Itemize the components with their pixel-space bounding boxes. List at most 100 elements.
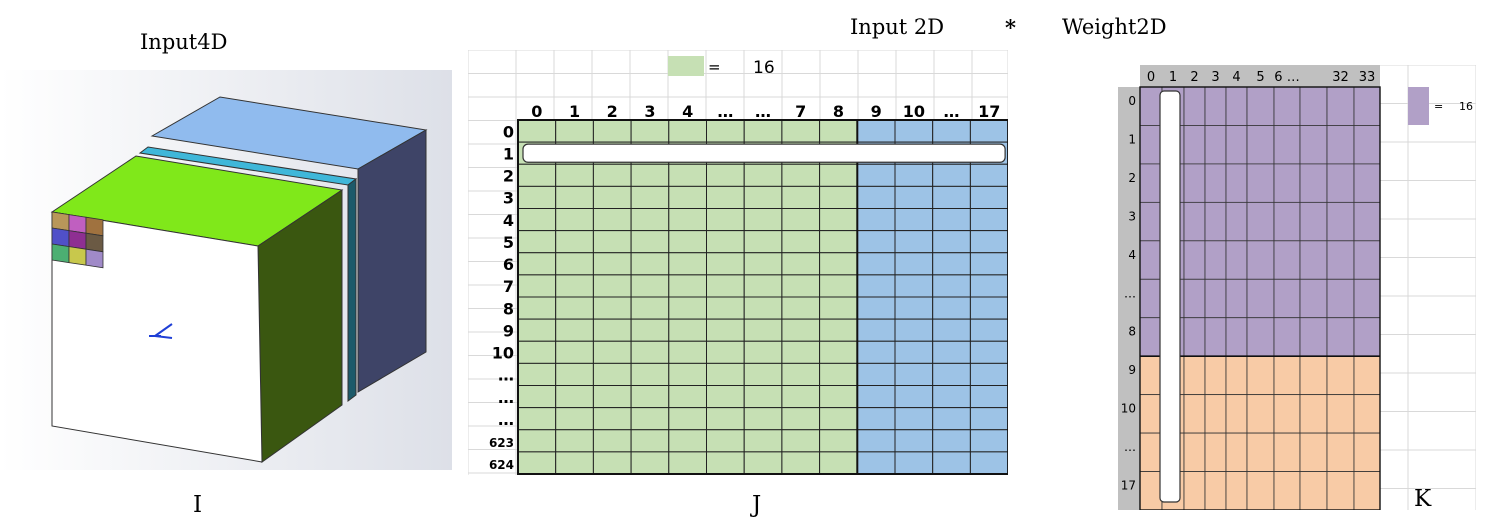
row-label: 0 xyxy=(503,122,514,141)
grid-cell xyxy=(781,340,821,364)
grid-cell xyxy=(1246,163,1275,203)
grid-cell xyxy=(1183,86,1206,126)
grid-cell xyxy=(781,451,821,475)
grid-cell xyxy=(555,451,594,475)
grid-cell xyxy=(1204,278,1227,319)
grid-cell xyxy=(894,296,934,320)
grid-cell xyxy=(630,296,670,320)
grid-cell xyxy=(1353,317,1381,357)
grid-cell xyxy=(1326,86,1355,126)
col-label: 1 xyxy=(569,102,580,121)
grid-cell xyxy=(1326,432,1355,472)
grid-cell xyxy=(668,163,708,187)
grid-cell xyxy=(1273,278,1301,319)
grid-cell xyxy=(932,230,971,254)
grid-cell xyxy=(706,274,745,298)
grid-cell xyxy=(1273,201,1301,242)
row-label: 3 xyxy=(1128,209,1136,223)
grid-cell xyxy=(1353,163,1381,203)
grid-cell xyxy=(819,451,858,475)
grid-cell xyxy=(856,274,896,298)
grid-cell xyxy=(592,318,632,342)
grid-cell xyxy=(668,429,708,453)
input2d-title: Input 2D xyxy=(850,15,945,39)
legend-value: 16 xyxy=(753,58,775,78)
grid-cell xyxy=(743,208,783,232)
grid-cell xyxy=(969,163,1008,187)
grid-cell xyxy=(1299,278,1328,319)
grid-cell xyxy=(856,163,896,187)
grid-cell xyxy=(668,451,708,475)
col-label: … xyxy=(717,102,733,121)
grid-cell xyxy=(1204,317,1227,357)
grid-cell xyxy=(668,185,708,209)
grid-cell xyxy=(592,163,632,187)
grid-cell xyxy=(1273,432,1301,472)
grid-cell xyxy=(1139,394,1163,434)
col-label: 4 xyxy=(1232,70,1240,85)
grid-cell xyxy=(1326,394,1355,434)
grid-cell xyxy=(517,274,557,298)
grid-cell xyxy=(517,429,557,453)
row-label: 5 xyxy=(503,233,514,252)
grid-cell xyxy=(668,340,708,364)
col-label: 17 xyxy=(978,102,1000,121)
grid-cell xyxy=(1326,125,1355,165)
grid-cell xyxy=(555,318,594,342)
swatch-cell xyxy=(85,248,104,269)
grid-cell xyxy=(1246,278,1275,319)
row-label: 10 xyxy=(1121,402,1136,416)
grid-cell xyxy=(969,451,1008,475)
grid-cell xyxy=(819,296,858,320)
grid-cell xyxy=(894,429,934,453)
selected-row-highlight xyxy=(522,143,1006,163)
grid-cell xyxy=(706,296,745,320)
grid-cell xyxy=(592,252,632,276)
grid-cell xyxy=(1225,278,1248,319)
col-label: 9 xyxy=(871,102,882,121)
grid-cell xyxy=(819,340,858,364)
grid-cell xyxy=(517,230,557,254)
grid-cell xyxy=(856,340,896,364)
col-label: 8 xyxy=(833,102,844,121)
grid-cell xyxy=(856,362,896,386)
grid-cell xyxy=(894,252,934,276)
grid-cell xyxy=(1246,86,1275,126)
grid-cell xyxy=(706,451,745,475)
kernel-swatch-grid xyxy=(51,211,104,269)
grid-cell xyxy=(1139,86,1163,126)
grid-cell xyxy=(1353,240,1381,280)
grid-cell xyxy=(1139,278,1163,319)
grid-cell xyxy=(1353,471,1381,510)
grid-cell xyxy=(592,296,632,320)
grid-cell xyxy=(1273,471,1301,510)
grid-cell xyxy=(969,274,1008,298)
grid-cell xyxy=(1139,471,1163,510)
grid-cell xyxy=(781,296,821,320)
grid-cell xyxy=(969,407,1008,431)
grid-cell xyxy=(932,451,971,475)
col-label: 0 xyxy=(1147,70,1155,85)
grid-cell xyxy=(819,119,858,143)
grid-cell xyxy=(555,252,594,276)
grid-cell xyxy=(1353,125,1381,165)
grid-cell xyxy=(969,340,1008,364)
grid-cell xyxy=(781,208,821,232)
grid-cell xyxy=(969,296,1008,320)
grid-cell xyxy=(819,163,858,187)
navy-block-side xyxy=(357,129,427,393)
grid-cell xyxy=(819,274,858,298)
grid-cell xyxy=(1353,278,1381,319)
panel-k-caption: K xyxy=(1414,486,1432,512)
swatch-cell xyxy=(68,214,87,234)
grid-cell xyxy=(1299,471,1328,510)
col-label: 5 xyxy=(1256,70,1264,85)
grid-cell xyxy=(517,340,557,364)
row-label: … xyxy=(1124,440,1136,454)
row-label: 2 xyxy=(1128,171,1136,185)
grid-cell xyxy=(1183,125,1206,165)
cyan-slab-side xyxy=(347,178,357,402)
grid-cell xyxy=(1299,355,1328,396)
grid-cell xyxy=(630,274,670,298)
